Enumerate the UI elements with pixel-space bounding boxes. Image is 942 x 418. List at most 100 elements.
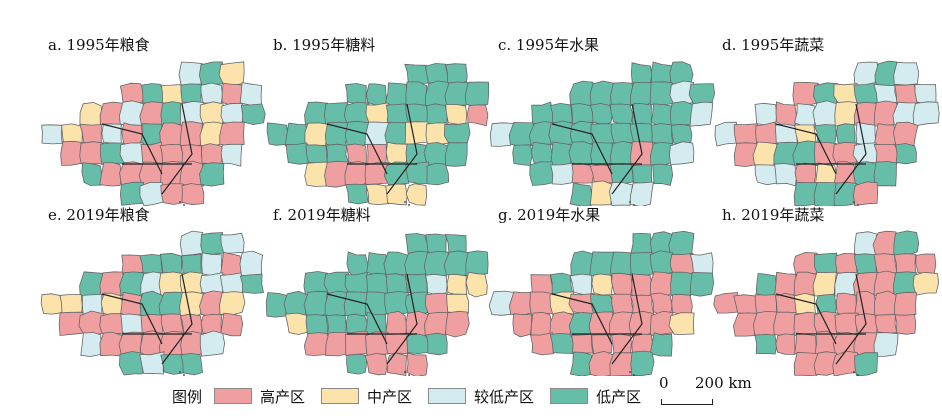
island-dot — [183, 374, 185, 376]
county-region-low — [754, 333, 778, 355]
county-region-low — [630, 350, 655, 376]
county-region-low — [590, 123, 615, 145]
county-region-high — [99, 313, 125, 335]
county-region-low — [569, 351, 593, 376]
choropleth-map — [489, 61, 716, 206]
map-panel-title: g. 2019年水果 — [498, 206, 601, 224]
scale-bar-label: 200 km — [695, 374, 752, 392]
island-dot — [179, 371, 181, 373]
legend-swatch-mid — [321, 388, 360, 404]
map-panel-title: d. 1995年蔬菜 — [722, 36, 825, 54]
prefecture-boundary — [775, 273, 867, 365]
county-region-low — [81, 162, 103, 186]
map-panel: a. 1995年粮食 — [38, 34, 266, 206]
county-region-low — [443, 122, 471, 145]
county-region-low — [366, 83, 387, 106]
legend-label-high: 高产区 — [260, 387, 306, 406]
county-region-low — [305, 314, 329, 335]
scale-bar-zero: 0 — [659, 374, 669, 392]
county-region-low — [346, 353, 368, 375]
map-panel: f. 2019年糖料 — [263, 204, 491, 376]
county-region-low — [813, 252, 839, 274]
prefecture-boundary — [101, 273, 193, 365]
county-region-mid — [446, 273, 468, 296]
county-region-low — [549, 332, 576, 355]
island-dot — [633, 204, 635, 206]
county-region-lowmid — [629, 181, 654, 206]
map-panel: g. 2019年水果 — [488, 204, 716, 376]
legend-swatch-high — [214, 388, 253, 404]
county-region-high — [220, 312, 244, 337]
county-region-high — [364, 353, 388, 376]
county-region-high — [160, 313, 185, 334]
county-region-lowmid — [239, 250, 264, 277]
county-region-high — [854, 313, 879, 334]
county-region-mid — [445, 103, 468, 125]
county-region-high — [894, 314, 917, 335]
island-dot — [633, 374, 635, 376]
county-region-high — [529, 332, 556, 356]
county-region-low — [405, 233, 429, 255]
county-region-high — [424, 292, 451, 315]
county-region-high — [530, 311, 553, 337]
choropleth-map — [488, 230, 715, 376]
county-region-low — [895, 143, 917, 165]
county-region-lowmid — [239, 82, 263, 106]
island-dot — [629, 371, 631, 373]
county-region-low — [671, 123, 693, 146]
county-region-mid — [304, 161, 331, 187]
county-region-low — [159, 252, 183, 275]
county-region-mid — [446, 293, 470, 314]
county-region-mid — [161, 84, 184, 104]
county-region-low — [690, 271, 715, 297]
county-region-low — [569, 80, 594, 107]
county-region-high — [119, 82, 146, 104]
map-panel-title: c. 1995年水果 — [498, 36, 600, 54]
county-region-low — [266, 122, 289, 146]
county-region-mid — [304, 122, 330, 147]
county-region-lowmid — [101, 123, 122, 146]
island-dot — [404, 371, 406, 373]
island-dot — [629, 201, 631, 203]
county-region-high — [179, 121, 203, 148]
island-dot — [408, 204, 410, 206]
county-region-low — [284, 122, 308, 147]
county-region-low — [303, 290, 328, 317]
county-region-low — [629, 122, 654, 145]
county-region-low — [652, 163, 674, 186]
map-panel: d. 1995年蔬菜 — [712, 34, 940, 206]
county-region-low — [813, 182, 840, 206]
prefecture-boundary — [101, 103, 193, 195]
scale-bar-line — [661, 399, 713, 405]
island-dot — [408, 374, 410, 376]
choropleth-map — [265, 233, 489, 376]
county-region-low — [305, 144, 328, 164]
county-region-high — [424, 312, 449, 337]
county-region-low — [550, 141, 572, 167]
choropleth-map — [266, 63, 490, 206]
county-region-mid — [591, 273, 613, 296]
county-region-high — [571, 333, 594, 355]
county-region-low — [630, 62, 653, 86]
county-region-high — [732, 312, 759, 337]
county-region-mid — [794, 292, 816, 316]
county-region-low — [240, 103, 266, 126]
county-region-low — [755, 273, 777, 297]
county-region-lowmid — [855, 121, 877, 146]
county-region-mid — [385, 183, 408, 206]
county-region-high — [892, 121, 919, 147]
county-region-high — [344, 331, 369, 357]
county-region-low — [589, 103, 613, 126]
county-region-lowmid — [912, 101, 940, 127]
county-region-high — [179, 160, 205, 187]
county-region-lowmid — [179, 230, 205, 257]
county-region-low — [199, 162, 225, 187]
county-region-low — [426, 162, 450, 186]
county-region-lowmid — [774, 163, 798, 187]
county-region-high — [445, 310, 470, 338]
county-region-low — [405, 81, 428, 107]
county-region-lowmid — [139, 351, 165, 375]
county-region-high — [853, 181, 879, 206]
county-region-low — [180, 83, 203, 104]
county-region-low — [444, 142, 468, 167]
